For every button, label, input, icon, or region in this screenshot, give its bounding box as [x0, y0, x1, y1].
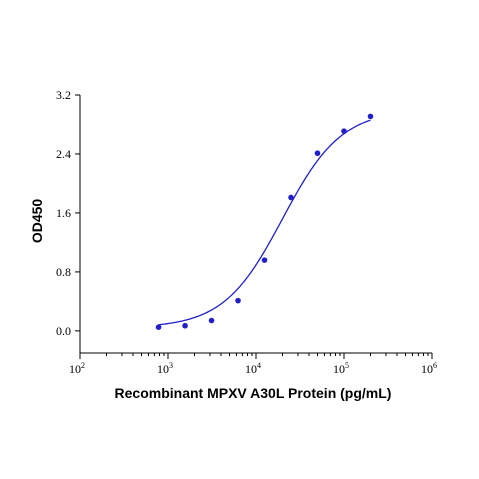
data-points [155, 113, 374, 331]
x-tick-base: 10 [245, 362, 257, 376]
x-tick-label: 105 [333, 361, 349, 376]
x-tick-base: 10 [421, 362, 433, 376]
x-tick-exponent: 5 [345, 361, 349, 370]
x-tick-exponent: 6 [433, 361, 437, 370]
y-tick-label: 1.6 [56, 206, 71, 220]
data-point [182, 322, 188, 329]
y-tick-label: 0.8 [56, 265, 71, 279]
data-point [367, 113, 374, 120]
data-point [155, 324, 162, 331]
data-point [341, 128, 347, 134]
x-tick-exponent: 3 [169, 361, 173, 370]
data-point [314, 150, 321, 157]
y-axis-title: OD450 [29, 199, 45, 244]
y-ticks: 0.0 0.8 1.6 2.4 3.2 [56, 88, 80, 338]
x-ticks: 102 103 104 105 106 [69, 353, 437, 376]
axes [79, 95, 432, 354]
x-tick-base: 10 [333, 362, 345, 376]
y-tick-label: 2.4 [56, 147, 71, 161]
fit-curve [158, 119, 371, 326]
x-tick-label: 104 [245, 361, 261, 376]
x-tick-label: 103 [157, 361, 173, 376]
x-tick-label: 102 [69, 361, 85, 376]
x-tick-base: 10 [69, 362, 81, 376]
data-point [208, 317, 215, 324]
data-point [261, 257, 268, 263]
y-tick-label: 0.0 [56, 324, 71, 338]
x-tick-exponent: 2 [81, 361, 85, 370]
x-axis-title: Recombinant MPXV A30L Protein (pg/mL) [115, 385, 392, 401]
x-tick-label: 106 [421, 361, 437, 376]
y-tick-label: 3.2 [56, 88, 71, 102]
data-point [235, 297, 241, 304]
data-point [288, 194, 294, 201]
x-tick-base: 10 [157, 362, 169, 376]
x-tick-exponent: 4 [257, 361, 261, 370]
